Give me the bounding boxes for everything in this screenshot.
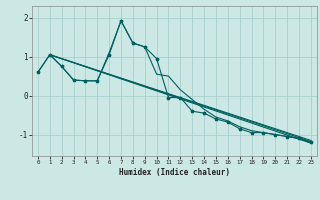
X-axis label: Humidex (Indice chaleur): Humidex (Indice chaleur) <box>119 168 230 177</box>
